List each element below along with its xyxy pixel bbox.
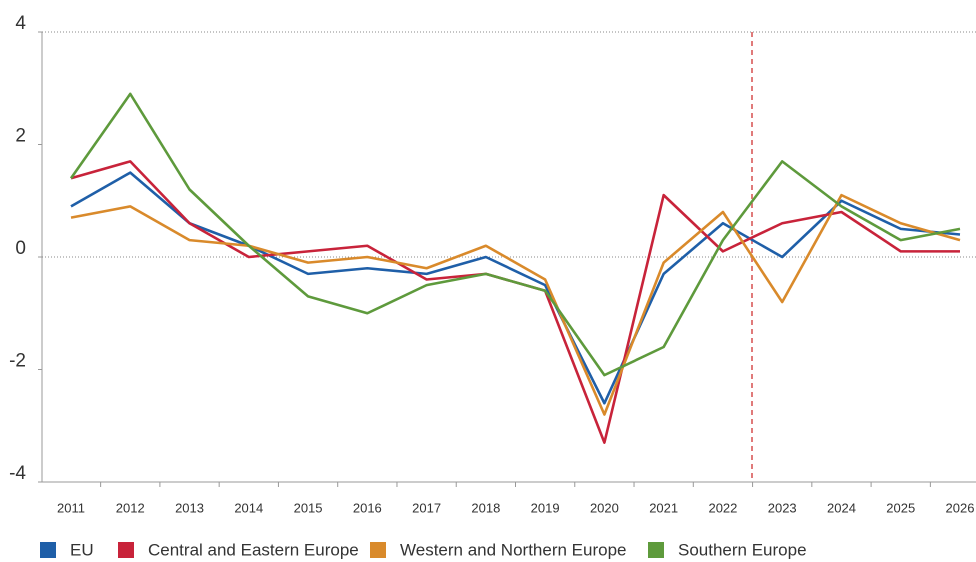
x-tick-label: 2025 (886, 500, 915, 515)
x-tick-label: 2015 (294, 500, 323, 515)
x-tick-label: 2024 (827, 500, 856, 515)
y-tick-label: 2 (15, 126, 26, 147)
x-tick-label: 2017 (412, 500, 441, 515)
x-tick-label: 2023 (768, 500, 797, 515)
x-tick-label: 2011 (57, 500, 85, 515)
y-tick-label: 0 (15, 238, 26, 259)
legend-swatch (118, 542, 134, 558)
legend-swatch (648, 542, 664, 558)
x-tick-label: 2022 (708, 500, 737, 515)
x-tick-label: 2020 (590, 500, 619, 515)
series-line (70, 171, 961, 405)
x-tick-label: 2014 (234, 500, 263, 515)
legend-swatch (370, 542, 386, 558)
legend-label: EU (70, 540, 94, 559)
legend-label: Central and Eastern Europe (148, 540, 359, 559)
y-tick-label: -4 (9, 463, 26, 484)
y-tick-label: 4 (15, 13, 26, 34)
x-tick-label: 2018 (471, 500, 500, 515)
x-tick-label: 2012 (116, 500, 145, 515)
legend-label: Western and Northern Europe (400, 540, 626, 559)
x-tick-label: 2016 (353, 500, 382, 515)
x-tick-label: 2021 (649, 500, 678, 515)
y-tick-label: -2 (9, 351, 26, 372)
x-tick-label: 2013 (175, 500, 204, 515)
series-line (69, 92, 961, 377)
legend-swatch (40, 542, 56, 558)
series-line (70, 193, 961, 416)
x-tick-label: 2019 (531, 500, 560, 515)
legend-label: Southern Europe (678, 540, 807, 559)
x-tick-label: 2026 (946, 500, 975, 515)
